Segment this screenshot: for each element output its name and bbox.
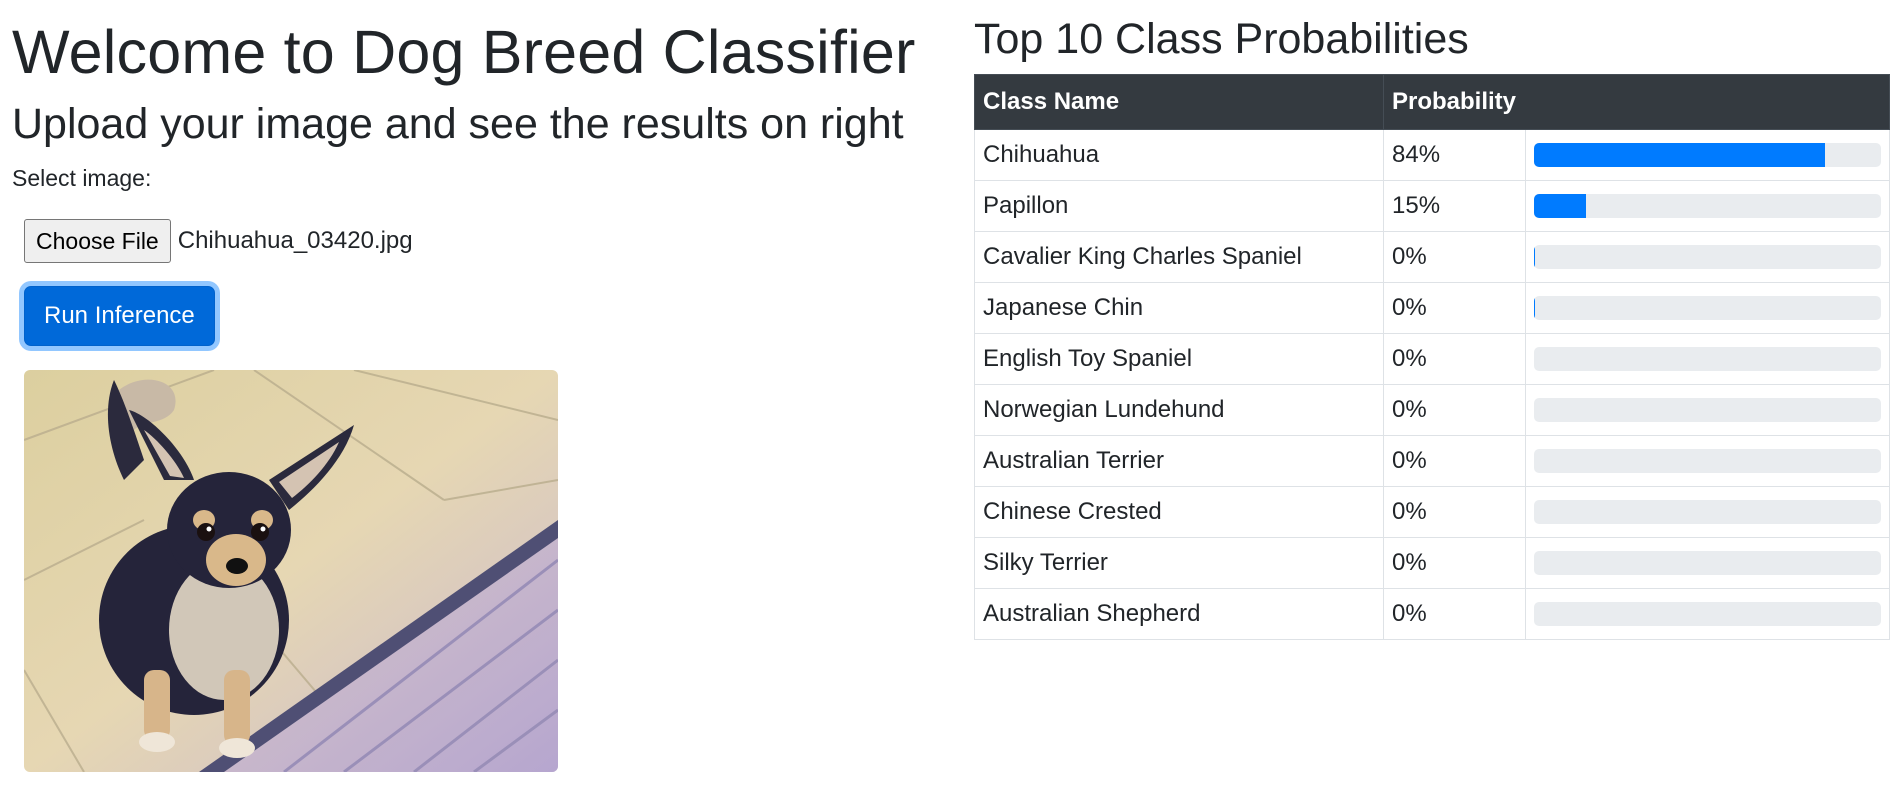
progress-bar-track — [1534, 296, 1881, 320]
table-row: Silky Terrier 0% — [974, 537, 1890, 589]
progress-bar-track — [1534, 398, 1881, 422]
probability-bar-cell — [1525, 129, 1890, 181]
selected-file-name: Chihuahua_03420.jpg — [177, 227, 413, 254]
results-title: Top 10 Class Probabilities — [974, 15, 1469, 63]
class-name-cell: Australian Terrier — [974, 435, 1384, 487]
table-row: Chinese Crested 0% — [974, 486, 1890, 538]
progress-bar-fill — [1534, 143, 1826, 167]
class-name-cell: Silky Terrier — [974, 537, 1384, 589]
probability-cell: 0% — [1383, 435, 1526, 487]
class-name-cell: Papillon — [974, 180, 1384, 232]
class-name-cell: Australian Shepherd — [974, 588, 1384, 640]
probability-bar-cell — [1525, 333, 1890, 385]
progress-bar-track — [1534, 245, 1881, 269]
probabilities-table: Class Name Probability Chihuahua 84% Papil… — [974, 74, 1890, 640]
probability-bar-cell — [1525, 435, 1890, 487]
class-name-cell: English Toy Spaniel — [974, 333, 1384, 385]
progress-bar-fill — [1534, 245, 1536, 269]
probability-cell: 84% — [1383, 129, 1526, 181]
table-body: Chihuahua 84% Papillon 15% Cavalier King Cha… — [974, 129, 1890, 640]
progress-bar-fill — [1534, 296, 1536, 320]
probability-bar-cell — [1525, 231, 1890, 283]
probability-cell: 0% — [1383, 537, 1526, 589]
progress-bar-fill — [1534, 194, 1587, 218]
probability-cell: 0% — [1383, 384, 1526, 436]
choose-file-button[interactable]: Choose File — [24, 219, 171, 263]
file-input[interactable]: Choose File Chihuahua_03420.jpg — [24, 219, 413, 263]
table-row: Japanese Chin 0% — [974, 282, 1890, 334]
probability-bar-cell — [1525, 537, 1890, 589]
probability-bar-cell — [1525, 180, 1890, 232]
probability-cell: 0% — [1383, 486, 1526, 538]
table-row: English Toy Spaniel 0% — [974, 333, 1890, 385]
page-subtitle: Upload your image and see the results on… — [12, 100, 904, 148]
probability-bar-cell — [1525, 588, 1890, 640]
run-inference-button[interactable]: Run Inference — [24, 286, 215, 346]
probability-cell: 15% — [1383, 180, 1526, 232]
probability-cell: 0% — [1383, 588, 1526, 640]
class-name-cell: Chinese Crested — [974, 486, 1384, 538]
progress-bar-track — [1534, 143, 1881, 167]
table-row: Chihuahua 84% — [974, 129, 1890, 181]
progress-bar-track — [1534, 194, 1881, 218]
table-row: Australian Shepherd 0% — [974, 588, 1890, 640]
table-row: Papillon 15% — [974, 180, 1890, 232]
class-name-cell: Chihuahua — [974, 129, 1384, 181]
probability-cell: 0% — [1383, 231, 1526, 283]
progress-bar-track — [1534, 551, 1881, 575]
uploaded-dog-image — [24, 370, 558, 772]
select-image-label: Select image: — [12, 165, 152, 191]
progress-bar-track — [1534, 500, 1881, 524]
header-probability: Probability — [1383, 74, 1890, 130]
probability-bar-cell — [1525, 384, 1890, 436]
class-name-cell: Cavalier King Charles Spaniel — [974, 231, 1384, 283]
probability-cell: 0% — [1383, 333, 1526, 385]
dog-photo-illustration — [24, 370, 558, 772]
probability-bar-cell — [1525, 486, 1890, 538]
table-row: Australian Terrier 0% — [974, 435, 1890, 487]
table-row: Cavalier King Charles Spaniel 0% — [974, 231, 1890, 283]
page-title: Welcome to Dog Breed Classifier — [12, 18, 916, 86]
header-class-name: Class Name — [974, 74, 1384, 130]
probability-cell: 0% — [1383, 282, 1526, 334]
progress-bar-track — [1534, 347, 1881, 371]
progress-bar-track — [1534, 602, 1881, 626]
probability-bar-cell — [1525, 282, 1890, 334]
class-name-cell: Japanese Chin — [974, 282, 1384, 334]
table-row: Norwegian Lundehund 0% — [974, 384, 1890, 436]
progress-bar-track — [1534, 449, 1881, 473]
table-header-row: Class Name Probability — [974, 74, 1890, 130]
class-name-cell: Norwegian Lundehund — [974, 384, 1384, 436]
